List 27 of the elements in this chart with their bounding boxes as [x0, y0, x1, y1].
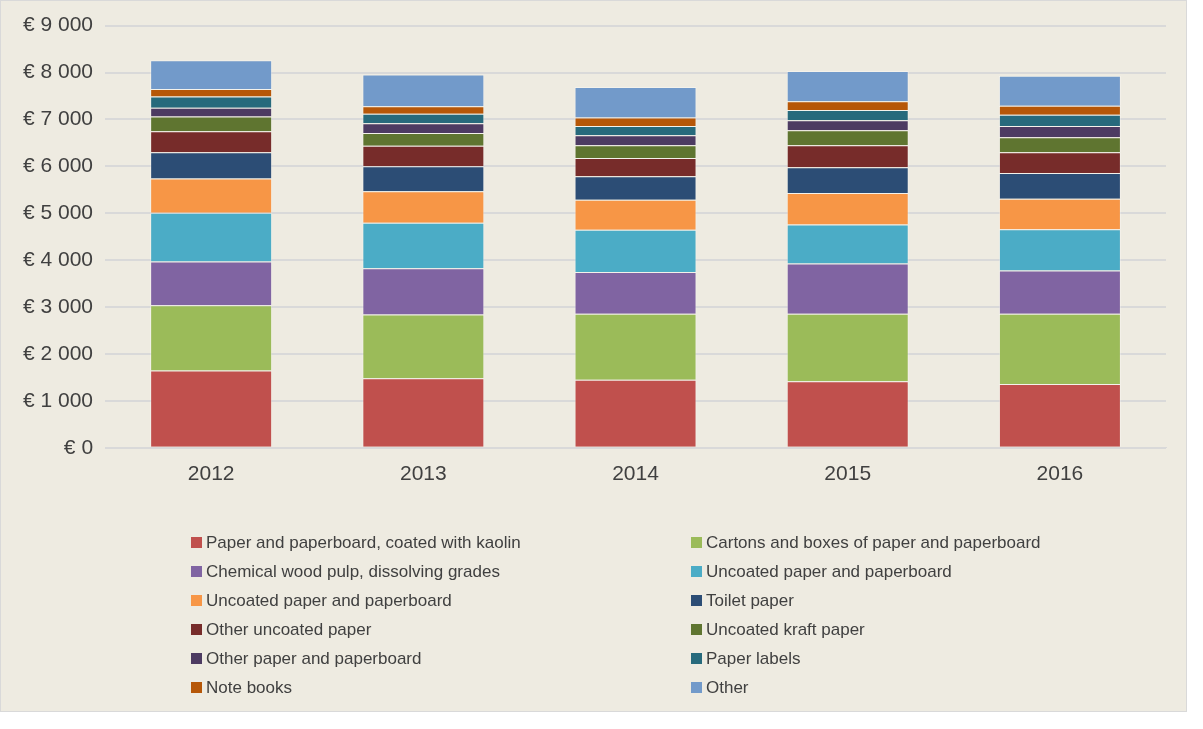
legend-label: Paper labels [706, 648, 801, 669]
x-tick-label: 2014 [612, 461, 660, 485]
y-tick-label: € 1 000 [22, 387, 94, 411]
legend-label: Uncoated kraft paper [706, 619, 865, 640]
legend-label: Chemical wood pulp, dissolving grades [206, 561, 500, 582]
y-tick-label: € 4 000 [22, 246, 94, 270]
y-tick-label: € 7 000 [22, 106, 94, 130]
legend-label: Other paper and paperboard [206, 648, 422, 669]
y-tick-label: € 8 000 [22, 59, 94, 83]
x-tick-label: 2013 [399, 461, 447, 485]
legend-label: Toilet paper [706, 590, 794, 611]
y-tick-label: € 2 000 [22, 340, 94, 364]
legend-label: Other uncoated paper [206, 619, 372, 640]
legend-label: Other [706, 677, 749, 698]
y-tick-label: € 9 000 [22, 12, 94, 36]
legend-label: Uncoated paper and paperboard [706, 561, 952, 582]
x-tick-label: 2015 [824, 461, 872, 485]
y-tick-label: € 6 000 [22, 153, 94, 177]
x-tick-label: 2016 [1036, 461, 1084, 485]
legend-label: Paper and paperboard, coated with kaolin [206, 532, 521, 553]
y-tick-label: € 0 [63, 434, 94, 458]
legend-label: Note books [206, 677, 292, 698]
legend-label: Uncoated paper and paperboard [206, 590, 452, 611]
y-tick-label: € 5 000 [22, 200, 94, 224]
x-tick-label: 2012 [187, 461, 235, 485]
y-tick-label: € 3 000 [22, 293, 94, 317]
legend-label: Cartons and boxes of paper and paperboard [706, 532, 1041, 553]
